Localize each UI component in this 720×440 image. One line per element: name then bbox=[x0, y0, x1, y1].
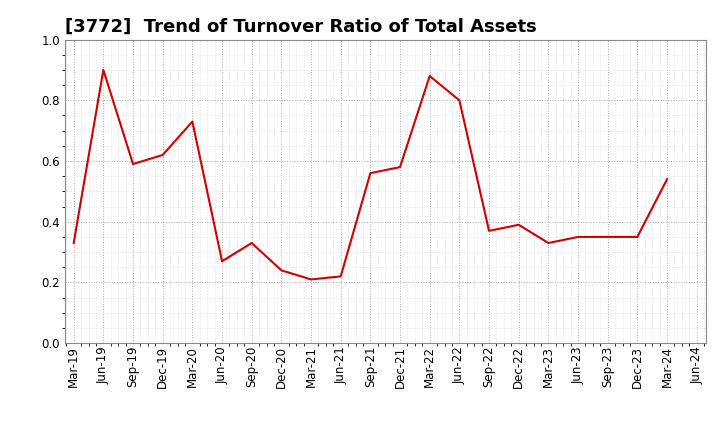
Text: [3772]  Trend of Turnover Ratio of Total Assets: [3772] Trend of Turnover Ratio of Total … bbox=[65, 17, 536, 35]
